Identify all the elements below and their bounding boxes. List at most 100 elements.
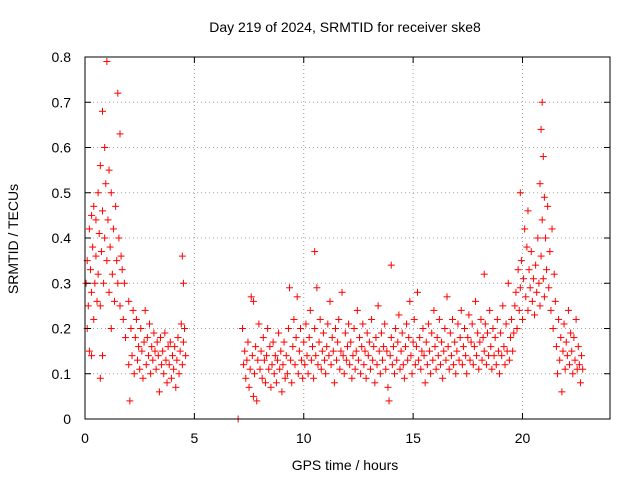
data-point: [528, 297, 536, 305]
data-point: [313, 284, 321, 292]
data-point: [477, 315, 485, 323]
data-point: [363, 329, 371, 337]
data-point: [522, 293, 530, 301]
data-point: [251, 370, 259, 378]
data-point: [96, 162, 104, 170]
data-point: [242, 374, 250, 382]
data-point: [374, 302, 382, 310]
data-point: [405, 334, 413, 342]
x-tick-label: 20: [515, 430, 531, 446]
data-point: [347, 338, 355, 346]
chart-title: Day 219 of 2024, SRMTID for receiver ske…: [209, 19, 481, 35]
data-point: [338, 288, 346, 296]
data-point: [323, 343, 331, 351]
data-point: [538, 98, 546, 106]
data-point: [458, 361, 466, 369]
data-point: [314, 361, 322, 369]
data-point: [545, 284, 553, 292]
data-point: [509, 347, 517, 355]
data-point: [500, 343, 508, 351]
data-point: [556, 356, 564, 364]
data-point: [296, 325, 304, 332]
data-point: [96, 374, 104, 382]
data-point: [267, 383, 275, 391]
data-point: [99, 207, 106, 215]
data-point: [569, 370, 577, 378]
data-point: [435, 315, 443, 323]
data-point: [245, 383, 253, 391]
data-point: [527, 248, 535, 256]
data-point: [311, 248, 319, 256]
data-point: [421, 379, 429, 387]
data-point: [502, 320, 510, 328]
data-point: [286, 284, 294, 292]
data-point: [351, 365, 359, 373]
data-point: [396, 365, 404, 373]
data-point: [248, 352, 256, 360]
data-point: [94, 270, 102, 278]
data-point: [517, 257, 525, 265]
data-point: [392, 325, 400, 332]
data-point: [176, 347, 184, 355]
data-point: [108, 270, 116, 278]
data-point: [263, 352, 271, 360]
data-point: [327, 361, 335, 369]
data-point: [419, 325, 427, 332]
data-point: [487, 343, 495, 351]
data-point: [445, 365, 453, 373]
data-point: [291, 361, 299, 369]
data-point: [373, 361, 381, 369]
y-tick-label: 0.7: [52, 94, 72, 110]
data-point: [141, 306, 149, 314]
data-point: [383, 347, 391, 355]
data-point: [371, 379, 379, 387]
data-point: [114, 89, 122, 97]
data-point: [444, 343, 452, 351]
data-point: [105, 166, 113, 174]
data-point: [85, 225, 93, 233]
data-point: [252, 343, 260, 351]
data-point: [376, 370, 384, 378]
data-point: [443, 293, 451, 301]
data-point: [417, 365, 425, 373]
data-point: [488, 365, 496, 373]
data-point: [358, 343, 366, 351]
data-point: [423, 361, 431, 369]
data-point: [271, 352, 279, 360]
y-tick-label: 0.4: [52, 230, 72, 246]
data-point: [479, 334, 487, 342]
data-point: [557, 334, 565, 342]
data-point: [255, 320, 263, 328]
data-point: [361, 347, 369, 355]
data-point: [570, 334, 578, 342]
data-point: [350, 325, 358, 332]
data-point: [112, 202, 120, 210]
data-point: [160, 370, 168, 378]
grid-lines: [85, 57, 610, 419]
data-point: [426, 347, 434, 355]
x-tick-label: 5: [190, 430, 198, 446]
data-point: [143, 334, 151, 342]
data-point: [349, 352, 357, 360]
data-point: [554, 370, 561, 378]
data-point: [474, 329, 482, 337]
data-point: [578, 352, 586, 360]
data-point: [101, 234, 109, 242]
data-point: [453, 347, 461, 355]
data-point: [91, 279, 99, 287]
data-point: [432, 365, 440, 373]
data-point: [179, 279, 187, 287]
data-point: [387, 261, 395, 269]
data-point: [536, 302, 544, 310]
data-point: [548, 225, 556, 233]
data-point: [564, 306, 572, 314]
data-point: [85, 347, 93, 355]
data-point: [398, 329, 406, 337]
data-point: [407, 352, 415, 360]
data-point: [524, 306, 532, 314]
data-point: [489, 325, 497, 332]
data-point: [515, 306, 523, 314]
data-point: [84, 302, 92, 310]
data-point: [156, 334, 164, 342]
data-point: [277, 347, 285, 355]
